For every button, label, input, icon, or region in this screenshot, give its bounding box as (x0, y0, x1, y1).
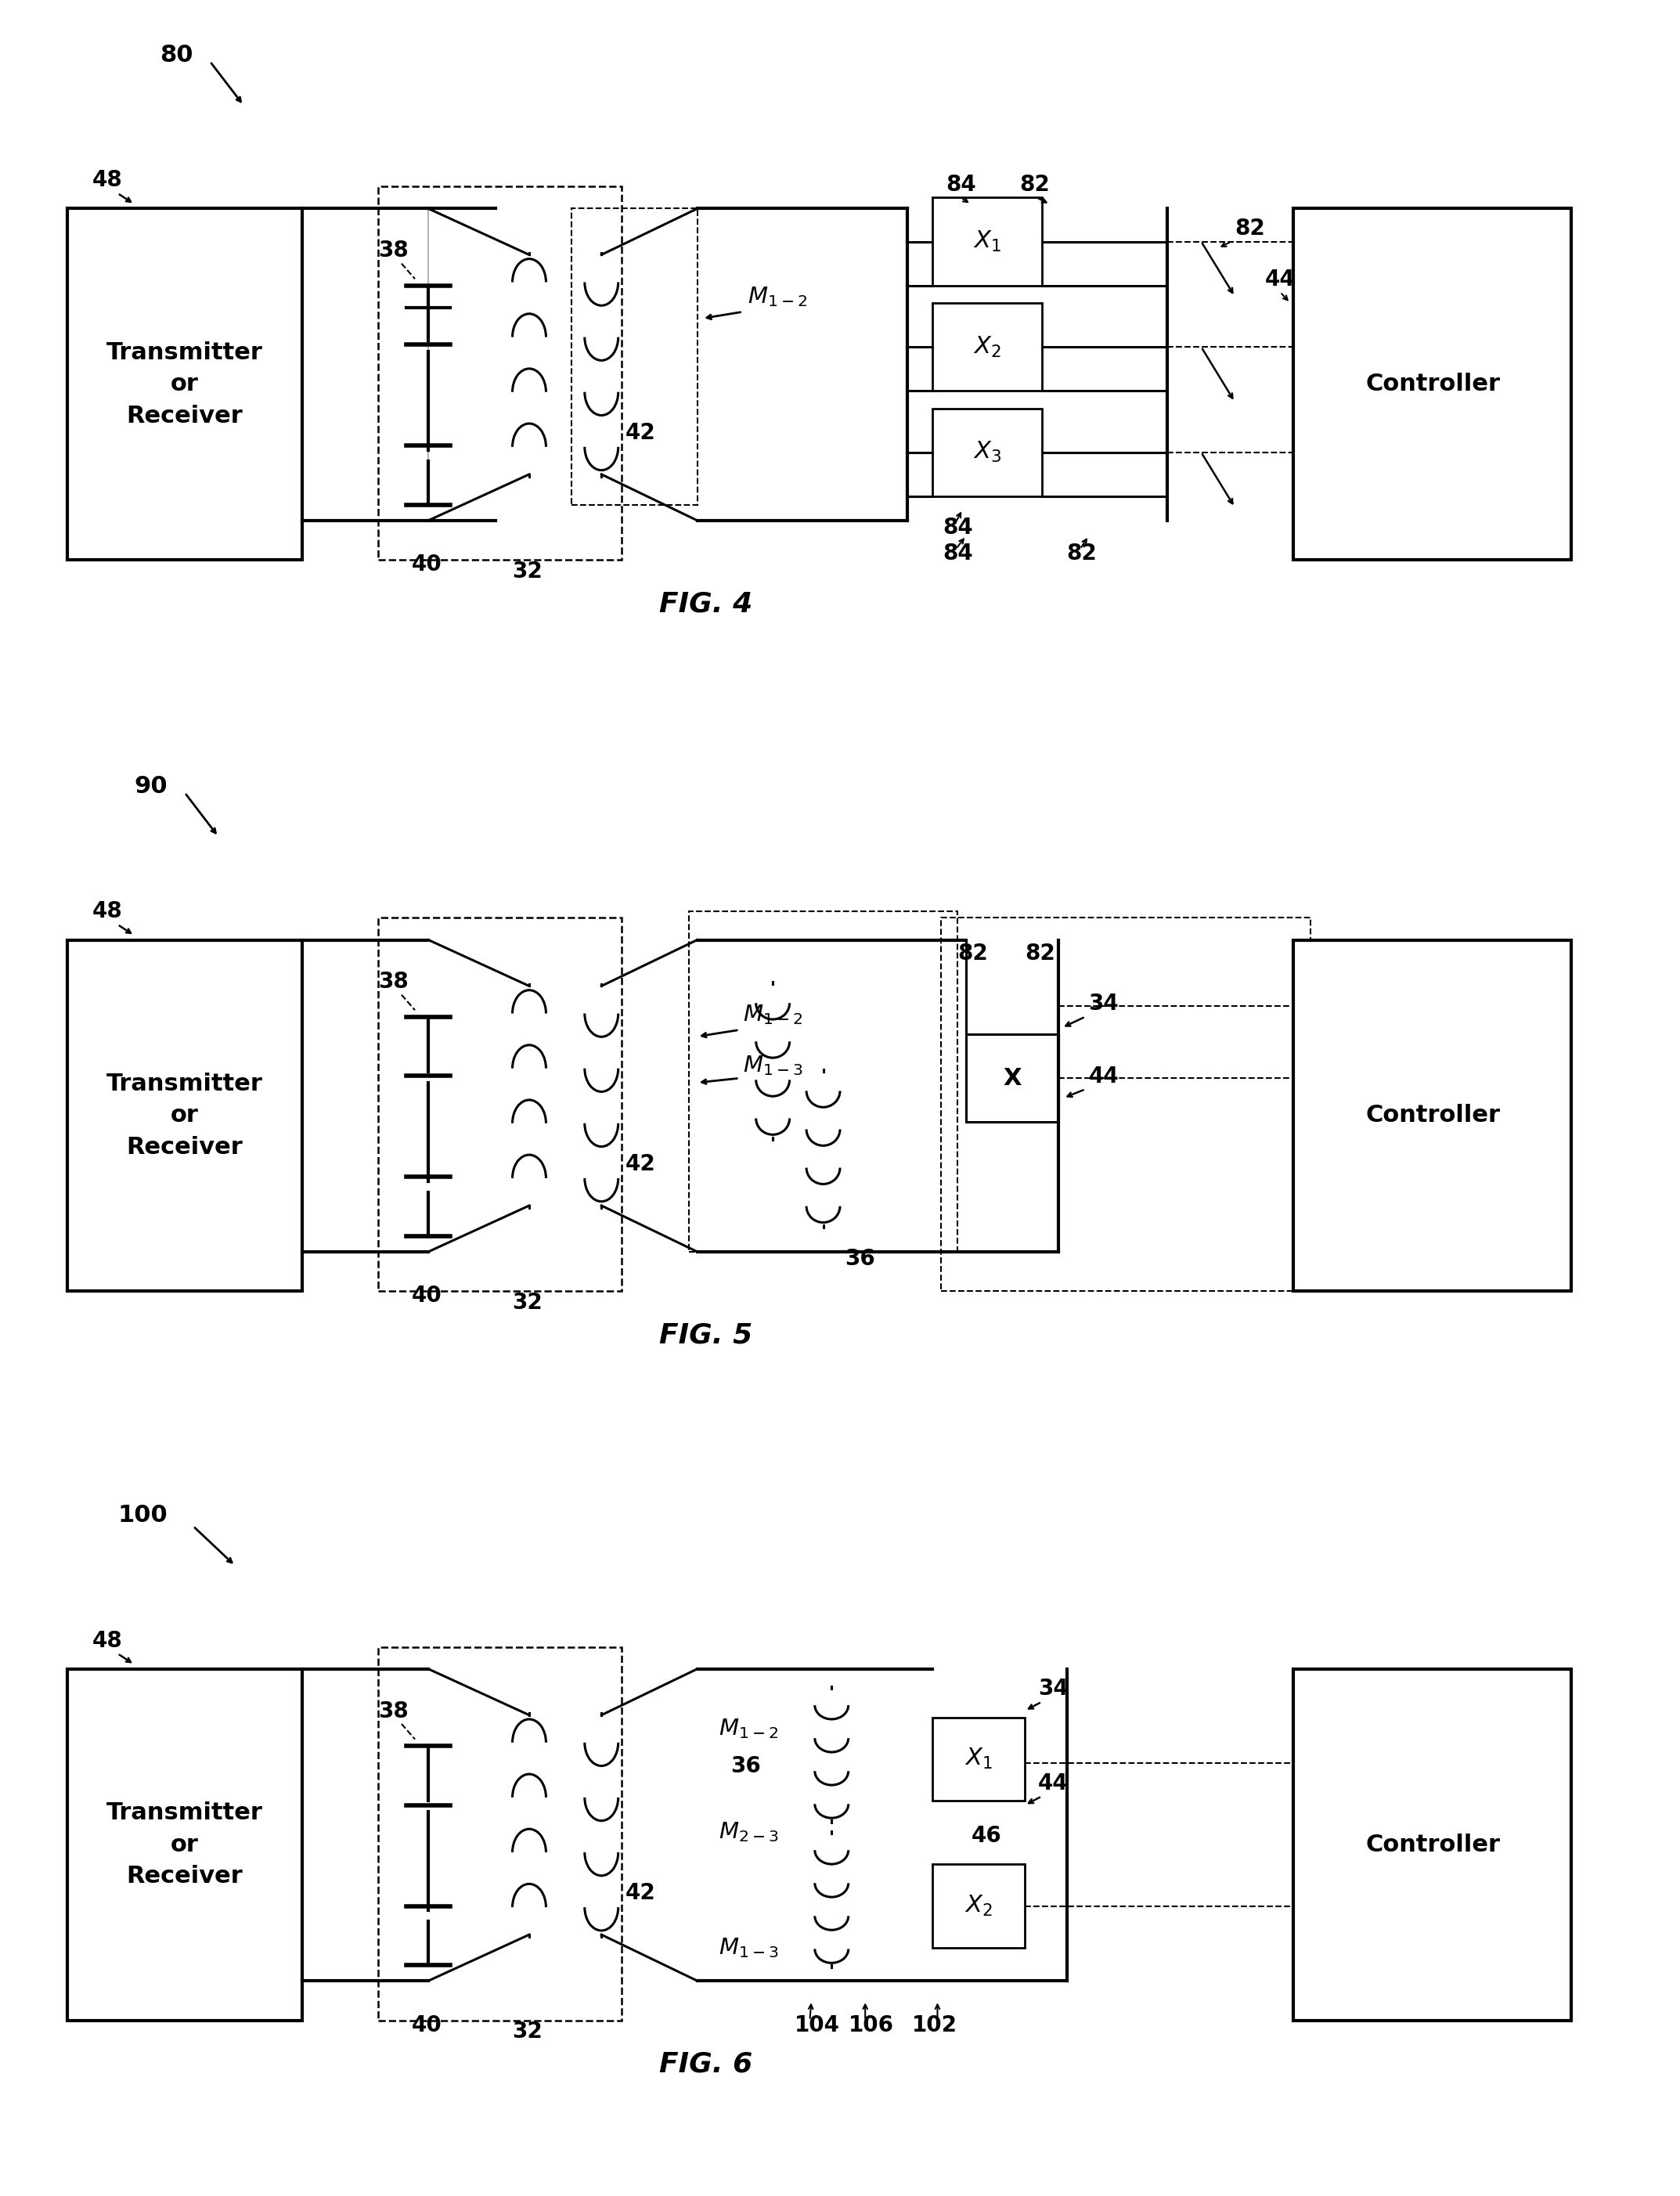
Bar (689, 911, 958, 1252)
Text: 38: 38 (378, 971, 408, 993)
Text: 84: 84 (946, 173, 976, 195)
Text: 106: 106 (848, 2014, 894, 2036)
Text: Transmitter
or
Receiver: Transmitter or Receiver (106, 1072, 264, 1159)
Text: 48: 48 (92, 1629, 123, 1651)
Text: 82: 82 (1020, 173, 1050, 195)
Text: FIG. 4: FIG. 4 (659, 591, 753, 617)
Text: 100: 100 (118, 1504, 168, 1526)
Text: 38: 38 (378, 1700, 408, 1722)
Text: 34: 34 (1089, 993, 1119, 1015)
Bar (571, 209, 697, 505)
Bar (67, 209, 302, 560)
Text: FIG. 6: FIG. 6 (659, 2051, 753, 2077)
Bar (941, 918, 1310, 1291)
Bar (378, 1647, 622, 2020)
Text: 44: 44 (1089, 1065, 1119, 1087)
Text: 36: 36 (731, 1755, 761, 1777)
Text: 44: 44 (1265, 268, 1295, 290)
Text: 42: 42 (625, 1153, 655, 1175)
Text: X: X (1003, 1067, 1021, 1089)
Text: $M_{1-3}$: $M_{1-3}$ (719, 1937, 780, 1959)
Bar (378, 187, 622, 560)
Text: 80: 80 (160, 44, 193, 66)
Text: 40: 40 (412, 2014, 442, 2036)
Text: 38: 38 (378, 239, 408, 261)
Text: 82: 82 (958, 942, 988, 964)
Text: 82: 82 (1235, 217, 1265, 239)
Text: 90: 90 (134, 775, 168, 797)
Text: 40: 40 (412, 1285, 442, 1307)
Text: Controller: Controller (1366, 373, 1500, 395)
Text: $X_1$: $X_1$ (964, 1746, 993, 1772)
Text: $X_3$: $X_3$ (973, 439, 1001, 466)
Text: 46: 46 (971, 1825, 1001, 1847)
Text: 44: 44 (1038, 1772, 1068, 1794)
Bar (932, 408, 1042, 496)
Bar (932, 198, 1042, 285)
Text: Controller: Controller (1366, 1834, 1500, 1856)
Text: 82: 82 (1025, 942, 1055, 964)
Bar (932, 303, 1042, 391)
Text: 102: 102 (912, 2014, 958, 2036)
Text: Transmitter
or
Receiver: Transmitter or Receiver (106, 1801, 264, 1889)
Text: $X_2$: $X_2$ (964, 1893, 993, 1919)
Bar (378, 918, 622, 1291)
Text: 42: 42 (625, 422, 655, 444)
Text: 42: 42 (625, 1882, 655, 1904)
Text: 82: 82 (1067, 542, 1097, 564)
Text: 40: 40 (412, 553, 442, 575)
Text: Controller: Controller (1366, 1105, 1500, 1127)
Bar (932, 1717, 1025, 1801)
Text: 48: 48 (92, 900, 123, 922)
Text: $M_{1-2}$: $M_{1-2}$ (719, 1717, 778, 1739)
Text: 84: 84 (942, 542, 973, 564)
Text: 36: 36 (845, 1247, 875, 1269)
Bar (1294, 940, 1571, 1291)
Bar (1294, 209, 1571, 560)
Text: $M_{2-3}$: $M_{2-3}$ (719, 1820, 780, 1842)
Text: 32: 32 (512, 1291, 543, 1313)
Text: FIG. 5: FIG. 5 (659, 1322, 753, 1348)
Bar (1294, 1669, 1571, 2020)
Bar (67, 940, 302, 1291)
Text: 32: 32 (512, 2020, 543, 2042)
Bar (966, 1034, 1058, 1122)
Bar (932, 1864, 1025, 1948)
Text: 48: 48 (92, 169, 123, 191)
Text: $X_1$: $X_1$ (973, 228, 1001, 255)
Text: $X_2$: $X_2$ (973, 334, 1001, 360)
Bar (67, 1669, 302, 2020)
Text: 34: 34 (1038, 1678, 1068, 1700)
Text: 32: 32 (512, 560, 543, 582)
Text: 84: 84 (942, 516, 973, 538)
Text: Transmitter
or
Receiver: Transmitter or Receiver (106, 340, 264, 428)
Text: 104: 104 (795, 2014, 840, 2036)
Text: $M_{1-3}$: $M_{1-3}$ (743, 1054, 803, 1076)
Text: $M_{1-2}$: $M_{1-2}$ (743, 1004, 801, 1026)
Text: $M_{1-2}$: $M_{1-2}$ (748, 285, 806, 307)
